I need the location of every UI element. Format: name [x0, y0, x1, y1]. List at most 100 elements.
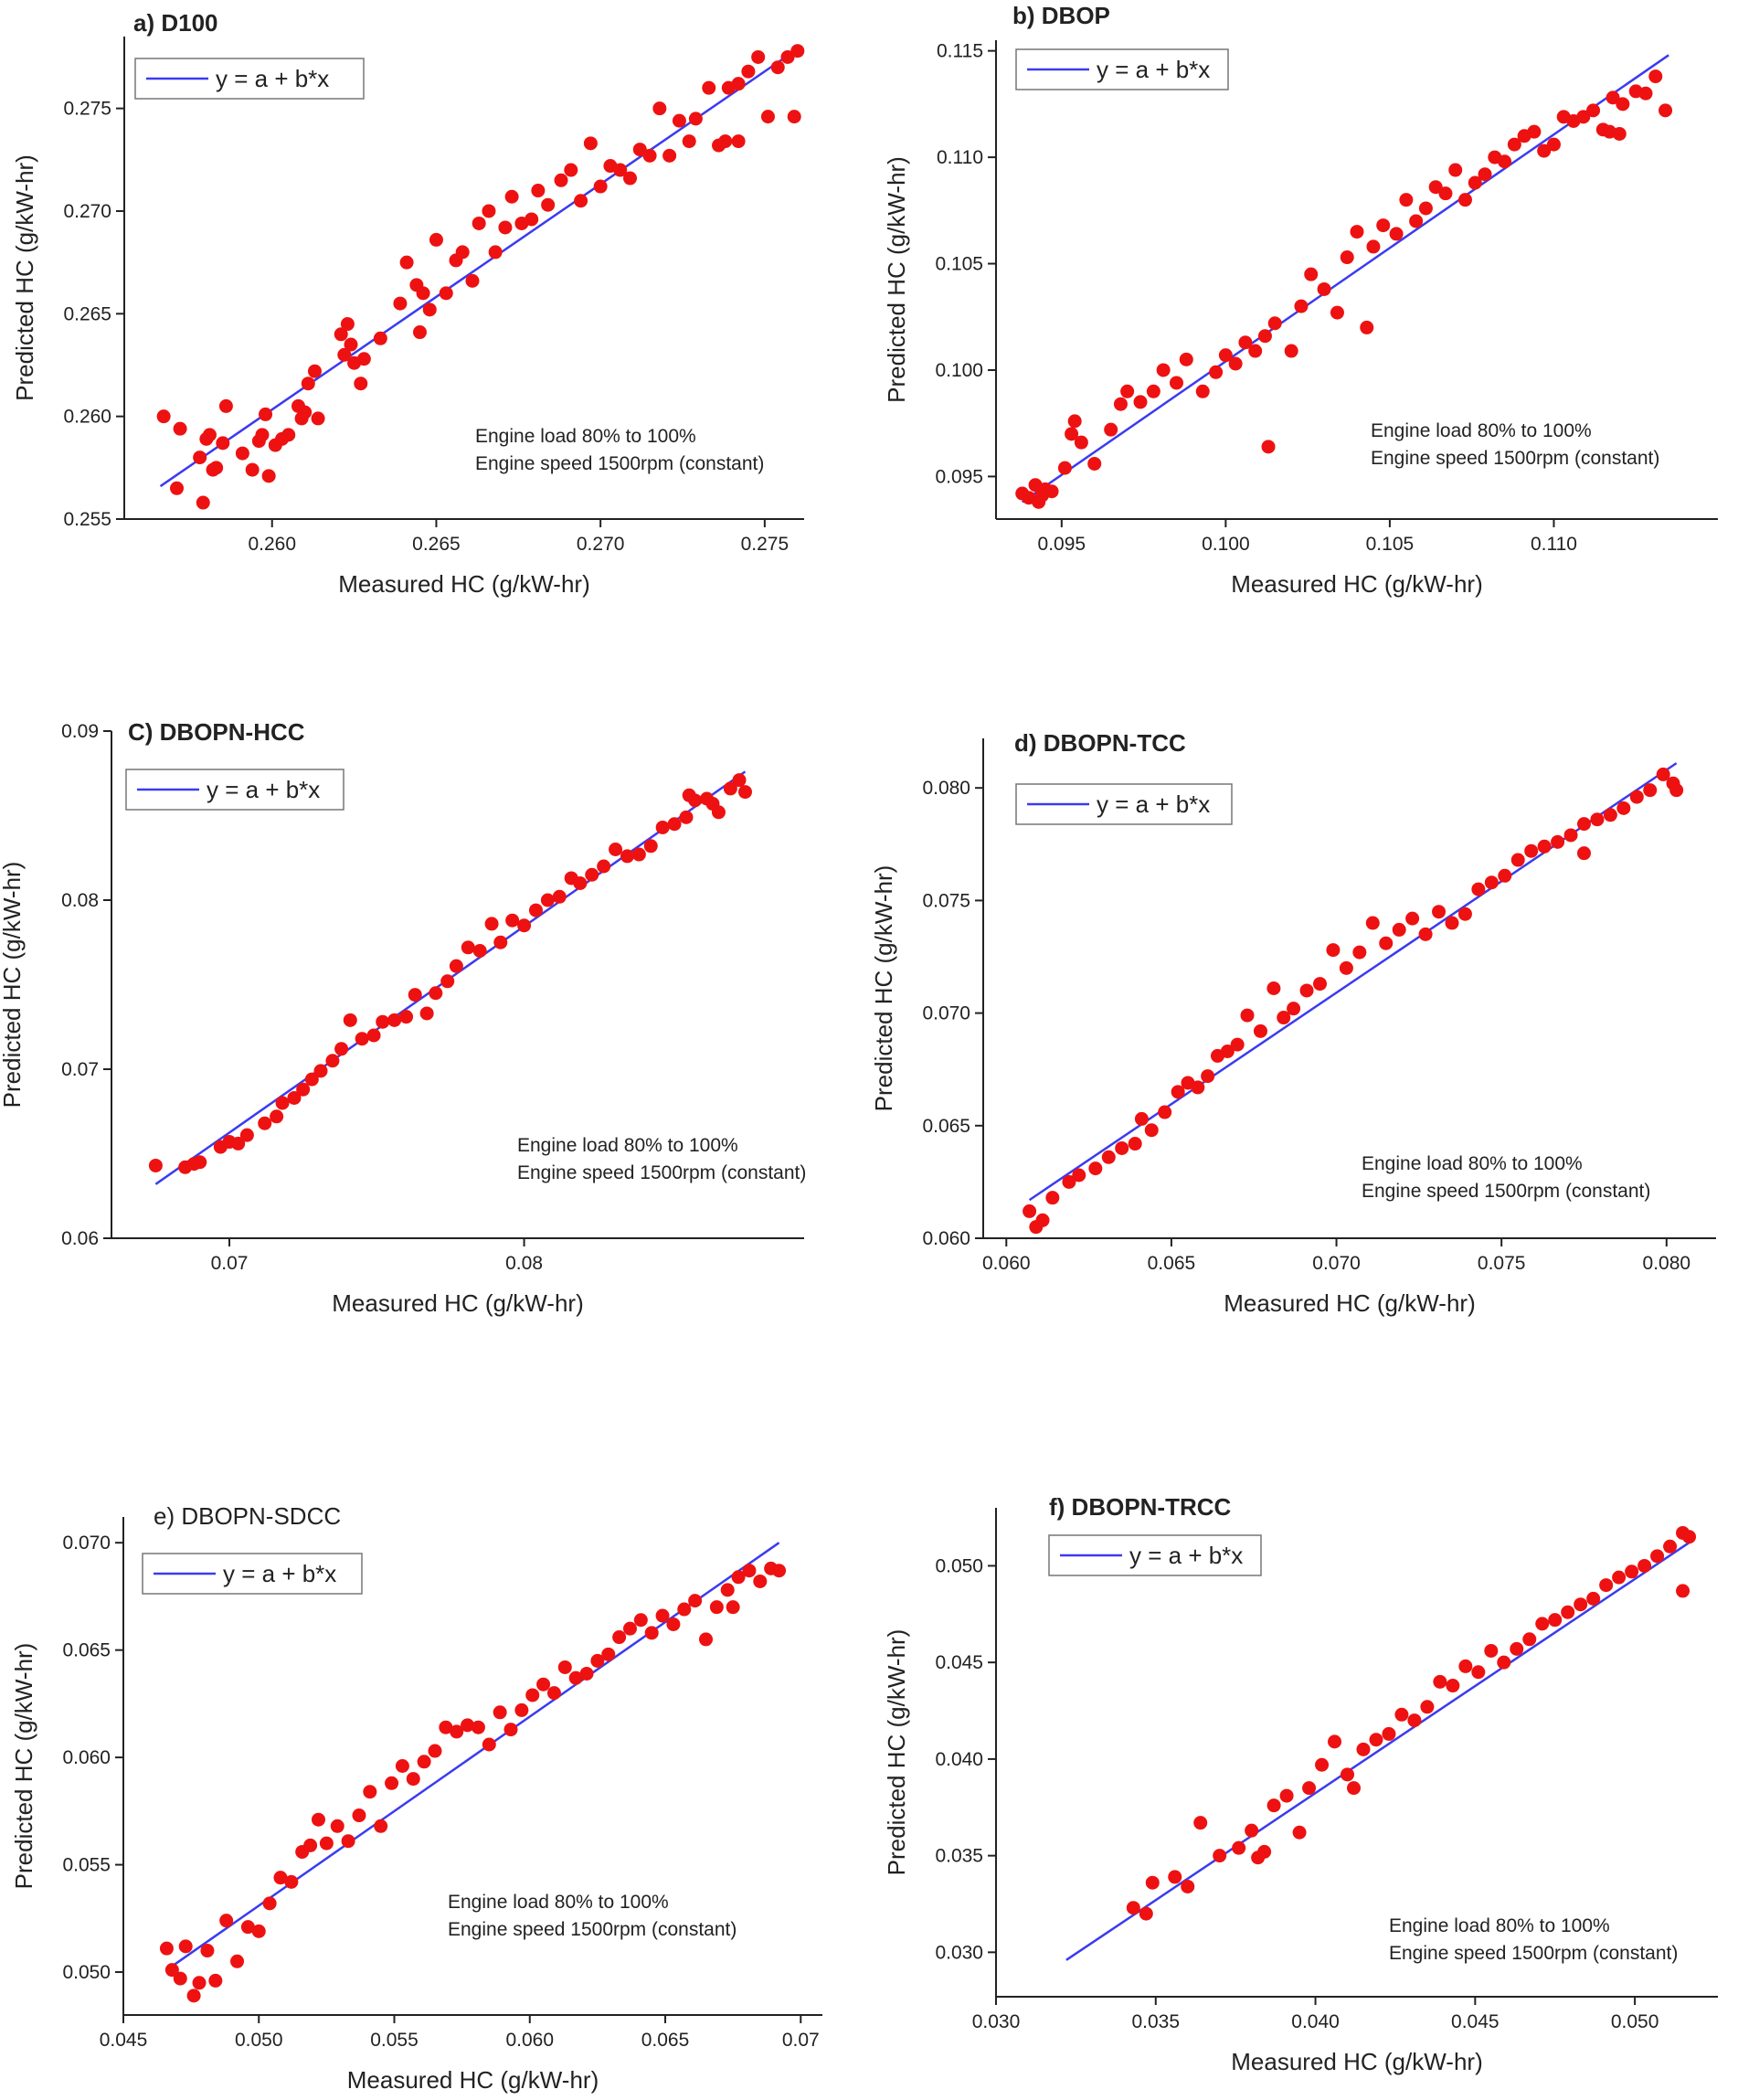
- data-point: [1350, 225, 1364, 239]
- data-point: [341, 1834, 355, 1849]
- data-point: [156, 409, 171, 424]
- data-point: [760, 110, 775, 124]
- x-tick-label: 0.045: [100, 2030, 148, 2051]
- data-point: [461, 940, 475, 955]
- data-point: [385, 1776, 399, 1790]
- x-tick-label: 0.275: [741, 534, 790, 555]
- data-point: [422, 302, 437, 317]
- y-tick-label: 0.045: [935, 1652, 983, 1673]
- data-point: [504, 189, 519, 204]
- data-point: [541, 197, 556, 212]
- annotation-text: Engine speed 1500rpm (constant): [1362, 1181, 1650, 1202]
- data-point: [417, 1755, 431, 1769]
- y-axis-label: Predicted HC (g/kW-hr): [870, 865, 897, 1112]
- data-point: [1394, 1707, 1409, 1722]
- data-point: [1292, 1825, 1307, 1840]
- data-point: [1347, 1781, 1362, 1796]
- data-point: [216, 436, 230, 451]
- data-point: [613, 163, 628, 177]
- data-point: [1218, 348, 1233, 363]
- data-point: [493, 935, 508, 949]
- chart-title: C) DBOPN-HCC: [128, 718, 305, 746]
- chart-title: a) D100: [133, 9, 218, 37]
- data-point: [667, 817, 682, 832]
- data-point: [633, 1613, 648, 1628]
- data-point: [1087, 456, 1102, 471]
- data-point: [419, 1006, 434, 1021]
- data-point: [709, 1600, 724, 1615]
- data-point: [235, 446, 249, 461]
- y-tick-label: 0.095: [935, 466, 983, 487]
- y-tick-label: 0.075: [922, 890, 970, 911]
- data-point: [173, 421, 187, 436]
- data-point: [1510, 853, 1525, 867]
- data-point: [1458, 1659, 1473, 1673]
- x-axis-label: Measured HC (g/kW-hr): [338, 570, 589, 598]
- data-point: [273, 1871, 288, 1885]
- x-tick-label: 0.270: [577, 534, 625, 555]
- data-point: [1072, 1168, 1086, 1183]
- data-point: [178, 1939, 193, 1954]
- data-point: [1599, 1578, 1614, 1593]
- data-point: [525, 1688, 540, 1702]
- data-point: [208, 1973, 223, 1988]
- data-point: [1563, 828, 1578, 843]
- data-point: [1120, 384, 1135, 398]
- data-point: [1267, 316, 1282, 331]
- data-point: [1352, 945, 1367, 960]
- data-point: [193, 451, 207, 465]
- data-point: [1616, 97, 1630, 111]
- x-tick-label: 0.260: [248, 534, 296, 555]
- data-point: [313, 1064, 328, 1078]
- data-point: [1366, 239, 1381, 254]
- x-tick-label: 0.07: [782, 2030, 820, 2051]
- data-point: [1330, 305, 1344, 320]
- x-tick-label: 0.07: [211, 1253, 249, 1274]
- data-point: [679, 810, 694, 824]
- data-point: [1629, 790, 1644, 804]
- x-axis-label: Measured HC (g/kW-hr): [332, 1289, 583, 1317]
- data-point: [772, 1564, 787, 1578]
- data-point: [230, 1954, 245, 1968]
- data-point: [731, 77, 746, 91]
- data-point: [787, 110, 801, 124]
- data-point: [1191, 1080, 1205, 1095]
- legend-label: y = a + b*x: [1097, 790, 1210, 818]
- data-point: [1405, 911, 1420, 926]
- data-point: [330, 1819, 344, 1833]
- y-tick-label: 0.07: [61, 1059, 99, 1080]
- x-tick-label: 0.095: [1038, 534, 1086, 555]
- data-point: [1115, 1140, 1129, 1155]
- data-point: [1213, 1849, 1227, 1863]
- data-point: [258, 1116, 272, 1130]
- data-point: [644, 1626, 659, 1640]
- data-point: [1279, 1788, 1294, 1803]
- data-point: [408, 988, 422, 1002]
- data-point: [632, 143, 647, 157]
- data-point: [193, 1155, 207, 1170]
- data-point: [1339, 960, 1353, 975]
- data-point: [1524, 843, 1539, 858]
- data-point: [325, 1054, 340, 1068]
- data-point: [1341, 1767, 1355, 1782]
- data-point: [528, 903, 543, 917]
- y-tick-label: 0.065: [922, 1116, 970, 1137]
- data-point: [1484, 875, 1499, 890]
- data-point: [334, 1042, 349, 1056]
- data-point: [262, 1896, 277, 1911]
- data-point: [1432, 905, 1447, 919]
- data-point: [1382, 1726, 1396, 1741]
- data-point: [1304, 267, 1319, 281]
- data-point: [514, 1702, 529, 1717]
- chart-title: e) DBOPN-SDCC: [154, 1502, 341, 1530]
- data-point: [1574, 1597, 1588, 1612]
- chart-panel-5: 0.045 0.050 0.055 0.060 0.065 0.07 0.050 0.055 0…: [10, 1502, 822, 2094]
- data-point: [1133, 395, 1148, 409]
- data-point: [1561, 1605, 1575, 1619]
- data-point: [682, 788, 696, 802]
- legend-label: y = a + b*x: [1129, 1542, 1243, 1569]
- data-point: [482, 1737, 496, 1752]
- data-point: [287, 1090, 302, 1105]
- y-axis-label: Predicted HC (g/kW-hr): [11, 154, 38, 401]
- data-point: [1261, 440, 1276, 454]
